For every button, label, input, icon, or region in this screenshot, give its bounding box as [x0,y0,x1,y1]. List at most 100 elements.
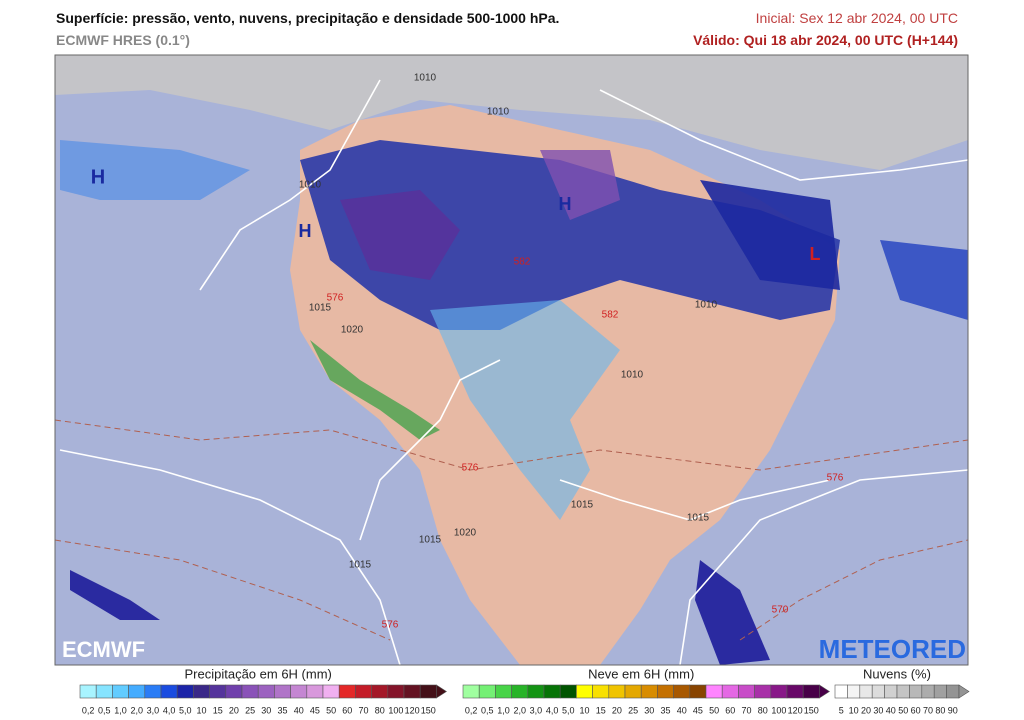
map-label: 1010 [621,370,644,381]
legend-swatch [112,684,129,699]
legend-swatch [673,684,691,699]
legend-swatch [371,684,389,699]
precip-light [60,140,250,200]
legend-label: 40 [294,705,304,715]
valid-time: Válido: Qui 18 abr 2024, 00 UTC (H+144) [693,32,958,48]
legend-label: 20 [861,705,871,715]
legend-swatch [624,684,642,699]
legends: Precipitação em 6H (mm)0,2 0,5 1,0 2,0 3,0 4,… [79,666,970,715]
legend-label: 0,5 [481,705,494,715]
map-label: H [91,166,105,188]
legend-swatch [160,684,178,699]
legend-swatch [338,684,356,699]
legend-label: 35 [277,705,287,715]
snow [310,340,440,440]
legend-label: 5,0 [562,705,575,715]
legend-swatch [786,684,804,699]
meteored-logo: METEORED [819,634,966,664]
map-label: L [810,244,821,264]
map-label: 582 [602,310,619,321]
legend-label: 3,0 [530,705,543,715]
legend-label: 25 [628,705,638,715]
map-label: 582 [514,257,531,268]
legend-swatch [559,684,577,699]
legend-label: 10 [849,705,859,715]
legend-swatch [871,684,885,699]
legend-label: 15 [213,705,223,715]
legend-label: 20 [229,705,239,715]
precip-south [70,570,160,620]
legend-swatch [257,684,275,699]
precip-core [340,190,460,280]
precip-south [695,560,770,665]
map-label: 570 [772,605,789,616]
legend-label: 100 [388,705,403,715]
legend-label: 2,0 [130,705,143,715]
legend-swatch [527,684,545,699]
legend-swatch [419,684,437,699]
legend-label: 80 [758,705,768,715]
legend-label: 5 [839,705,844,715]
legend-arrow [819,684,830,699]
legend-swatch [306,684,324,699]
initial-time: Inicial: Sex 12 abr 2024, 00 UTC [755,10,958,26]
legend-swatch [144,684,162,699]
legend-swatch [946,684,960,699]
legend-label: 0,5 [98,705,111,715]
legend-label: 1,0 [114,705,127,715]
map-label: 1015 [419,535,442,546]
legend-label: 4,0 [546,705,559,715]
legend-swatch [738,684,755,699]
legend-label: 70 [741,705,751,715]
legend-label: 60 [911,705,921,715]
legend-swatch [193,684,210,699]
precip-light [430,300,620,520]
legend-swatch [896,684,910,699]
legend-label: 10 [196,705,206,715]
map-label: 576 [327,293,344,304]
map-label: 1015 [309,303,332,314]
map-label: H [299,221,312,241]
map-label: 1010 [414,73,437,84]
legend-label: 70 [923,705,933,715]
legend-swatch [859,684,873,699]
legend-arrow [436,684,447,699]
legend-label: 0,2 [82,705,95,715]
legend-swatch [79,684,97,699]
legend-label: 5,0 [179,705,192,715]
legend-swatch [576,684,593,699]
legend-swatch [543,684,561,699]
legend-label: 15 [596,705,606,715]
map-label: 576 [827,473,844,484]
legend-label: 60 [725,705,735,715]
legend-label: 0,2 [465,705,478,715]
map-label: 1015 [687,513,710,524]
legend-swatch [209,684,227,699]
legend-swatch [355,684,372,699]
map-label: 1015 [571,500,594,511]
legend-label: 30 [873,705,883,715]
legend-label: 4,0 [163,705,176,715]
legend-title: Precipitação em 6H (mm) [185,666,332,681]
map-area [55,55,968,665]
legend-swatch [608,684,626,699]
legend-label: 2,0 [513,705,526,715]
legend-label: 40 [886,705,896,715]
legend-swatch [225,684,243,699]
legend-swatch [770,684,788,699]
legend-label: 45 [310,705,320,715]
legend-swatch [95,684,113,699]
thickness-lines [55,419,968,641]
cloud-band [55,55,968,170]
legend-title: Nuvens (%) [863,666,931,681]
map-labels: H H H L 1010 1010 1010 1015 1020 576 582 582 1010 101… [62,73,966,664]
legend-label: 100 [771,705,786,715]
map-label: H [559,194,572,214]
legend-label: 40 [677,705,687,715]
legend-swatch [274,684,291,699]
legend-swatch [705,684,723,699]
legend-label: 1,0 [497,705,510,715]
legend-label: 35 [660,705,670,715]
